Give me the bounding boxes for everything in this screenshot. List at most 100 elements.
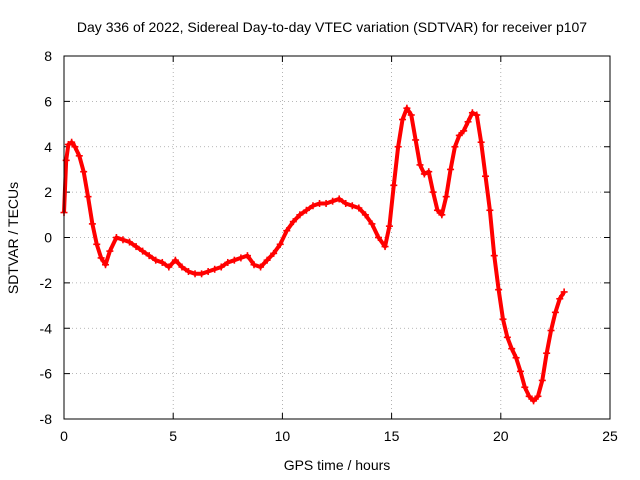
data-point-marker (420, 170, 428, 178)
x-tick-label: 10 (275, 428, 291, 444)
data-point-marker (106, 247, 114, 255)
data-point-marker (455, 131, 463, 139)
data-point-marker (257, 263, 265, 271)
data-point-marker (112, 234, 120, 241)
data-point-marker (316, 199, 324, 207)
data-point-marker (508, 345, 516, 353)
data-point-marker (289, 218, 297, 226)
data-point-marker (302, 206, 310, 214)
data-point-marker (560, 288, 568, 296)
data-point-marker (399, 116, 407, 124)
data-point-marker (477, 138, 485, 146)
data-point-marker (525, 392, 533, 400)
data-point-marker (93, 240, 101, 248)
data-point-marker (211, 265, 219, 273)
data-point-marker (482, 172, 490, 180)
data-point-marker (551, 308, 559, 316)
data-point-marker (152, 256, 160, 264)
data-point-marker (204, 268, 212, 276)
data-point-marker (412, 136, 420, 144)
data-point-marker (126, 238, 134, 246)
y-tick-label: 2 (44, 184, 52, 200)
data-point-marker (438, 211, 446, 219)
data-point-marker (368, 220, 376, 228)
data-point-marker (543, 349, 551, 357)
y-tick-label: 0 (44, 230, 52, 246)
grid (64, 56, 610, 419)
data-point-marker (403, 104, 411, 112)
series-band (62, 106, 566, 403)
data-point-marker (530, 397, 538, 405)
data-point-marker (243, 252, 251, 260)
data-point-marker (490, 252, 498, 260)
y-tick-label: -8 (40, 411, 53, 427)
data-point-marker (145, 252, 153, 260)
data-point-marker (385, 222, 393, 230)
data-point-marker (139, 247, 147, 255)
y-tick-label: 6 (44, 93, 52, 109)
data-point-marker (464, 118, 472, 126)
data-point-marker (374, 234, 382, 241)
data-point-marker (224, 258, 232, 266)
data-point-marker (237, 254, 245, 262)
data-point-marker (355, 204, 363, 212)
y-tick-label: 8 (44, 48, 52, 64)
x-tick-label: 0 (60, 428, 68, 444)
data-point-marker (119, 236, 127, 244)
data-point-marker (512, 354, 520, 362)
x-tick-label: 25 (602, 428, 618, 444)
data-point-marker (468, 109, 476, 117)
x-tick-label: 15 (384, 428, 400, 444)
data-point-marker (433, 206, 441, 214)
data-point-marker (263, 256, 271, 264)
data-point-marker (158, 258, 166, 266)
y-tick-label: -4 (40, 320, 53, 336)
data-point-marker (407, 111, 415, 119)
x-tick-label: 5 (169, 428, 177, 444)
data-point-marker (503, 333, 511, 341)
data-point-marker (322, 199, 330, 207)
data-point-marker (416, 161, 424, 169)
data-point-marker (447, 165, 455, 173)
data-point-marker (538, 376, 546, 384)
data-point-marker (198, 270, 206, 278)
data-point-marker (381, 243, 389, 251)
data-point-marker (486, 206, 494, 214)
data-point-marker (178, 263, 186, 271)
data-point-marker (250, 261, 258, 269)
data-point-marker (171, 256, 179, 264)
data-point-marker (88, 220, 96, 228)
data-point-marker (473, 111, 481, 119)
data-point-marker (547, 327, 555, 335)
data-point-marker (276, 240, 284, 248)
data-point-marker (184, 268, 192, 276)
data-series (60, 104, 568, 405)
data-point-marker (80, 168, 88, 176)
y-tick-label: -6 (40, 366, 53, 382)
data-point-marker (534, 392, 542, 400)
data-point-marker (390, 181, 398, 189)
data-point-marker (270, 249, 278, 257)
data-point-marker (394, 143, 402, 151)
y-axis-label: SDTVAR / TECUs (5, 182, 21, 294)
data-point-marker (71, 143, 79, 151)
data-point-marker (442, 193, 450, 201)
data-point-marker (348, 202, 356, 210)
axis-ticks: 0 5 10 15 20 25 -8 -6 -4 -2 0 2 4 6 8 (40, 48, 618, 444)
data-point-marker (460, 127, 468, 135)
data-point-marker (451, 143, 459, 151)
data-point-marker (429, 188, 437, 196)
data-point-marker (499, 315, 507, 323)
y-tick-label: 4 (44, 139, 52, 155)
data-point-marker (329, 197, 337, 205)
data-point-marker (191, 270, 199, 278)
data-point-marker (97, 254, 105, 262)
y-tick-label: -2 (40, 275, 53, 291)
data-point-marker (342, 199, 350, 207)
plot-frame (63, 55, 611, 420)
chart-title: Day 336 of 2022, Sidereal Day-to-day VTE… (77, 19, 587, 35)
data-point-marker (101, 261, 109, 269)
data-point-marker (68, 138, 76, 146)
data-point-marker (521, 383, 529, 391)
